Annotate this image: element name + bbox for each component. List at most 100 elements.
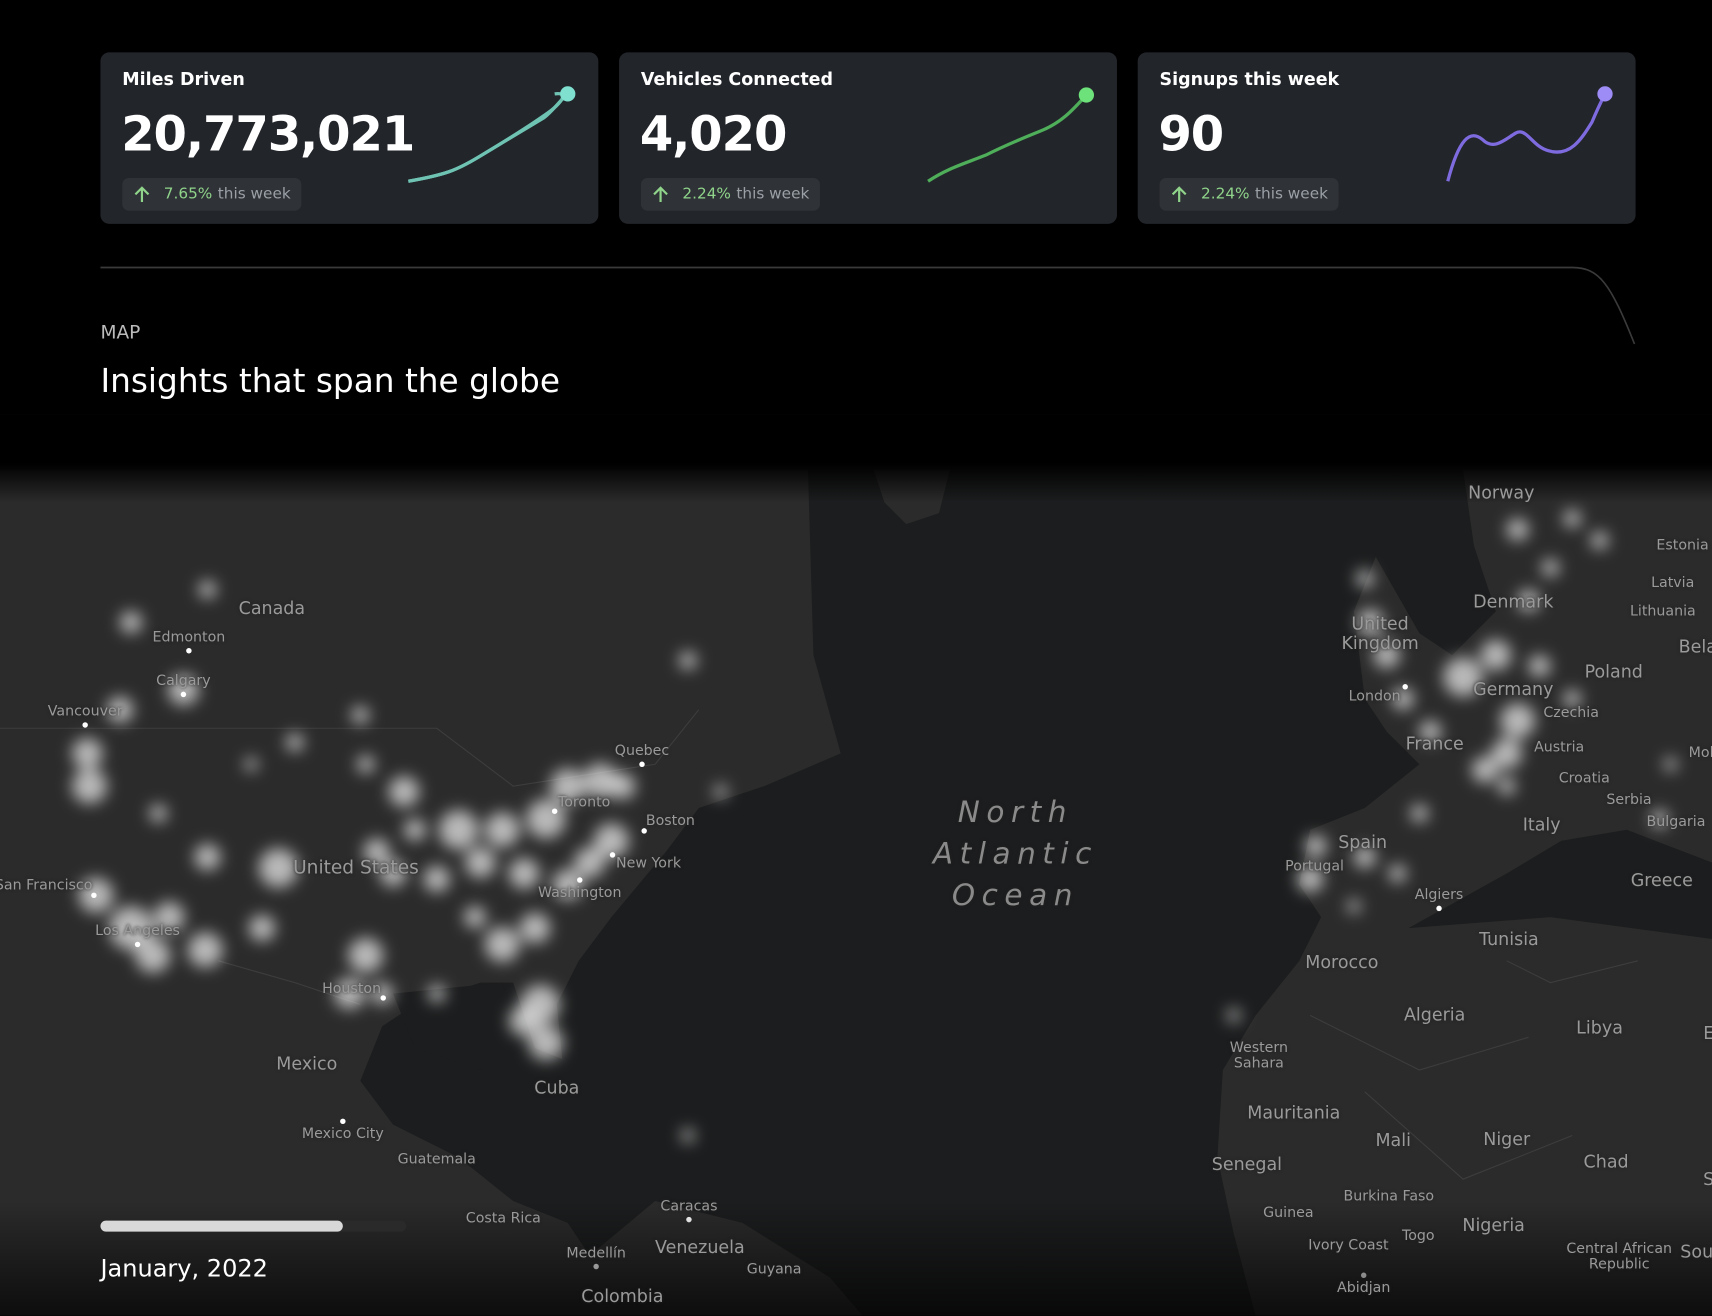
change-pill: 7.65% this week bbox=[122, 177, 302, 211]
activity-glow bbox=[1419, 720, 1442, 743]
map-label: Venezuela bbox=[655, 1236, 745, 1258]
map-label: Bela bbox=[1678, 635, 1712, 657]
change-pill: 2.24% this week bbox=[640, 177, 821, 211]
activity-glow bbox=[371, 982, 394, 1005]
activity-glow bbox=[1392, 687, 1414, 710]
city-dot bbox=[551, 808, 558, 814]
map-label: Ivory Coast bbox=[1308, 1237, 1389, 1254]
progress-fill bbox=[100, 1220, 343, 1232]
borders bbox=[0, 709, 1638, 1180]
up-arrow bbox=[134, 186, 150, 202]
city-dot bbox=[577, 877, 583, 883]
land-north-america bbox=[0, 469, 863, 1316]
timeline-date: January, 2022 bbox=[100, 1255, 268, 1283]
map-label: Boston bbox=[645, 812, 695, 830]
map-label: Vancouver bbox=[47, 703, 123, 721]
map-label: Quebec bbox=[614, 742, 670, 760]
activity-glow bbox=[1373, 642, 1400, 669]
activity-glow bbox=[550, 768, 586, 804]
map-label: Serbia bbox=[1606, 792, 1652, 809]
activity-glow bbox=[484, 926, 520, 962]
activity-glow bbox=[1650, 810, 1669, 828]
card-title: Vehicles Connected bbox=[640, 68, 834, 90]
activity-glow bbox=[1410, 804, 1429, 823]
activity-glow bbox=[1563, 509, 1581, 528]
period: this week bbox=[736, 185, 810, 204]
card-title: Signups this week bbox=[1159, 68, 1340, 90]
card-title: Miles Driven bbox=[122, 68, 245, 90]
activity-glow bbox=[508, 1005, 540, 1037]
activity-glow bbox=[438, 810, 479, 850]
city-dots bbox=[82, 648, 1442, 1278]
activity-glow bbox=[244, 757, 258, 771]
activity-glow bbox=[1563, 690, 1581, 708]
activity-glow bbox=[583, 763, 618, 799]
city-dot bbox=[340, 1118, 346, 1125]
city-dot bbox=[1436, 905, 1442, 912]
map-label: E bbox=[1703, 1023, 1712, 1044]
map-label: Morocco bbox=[1305, 951, 1379, 973]
activity-glow bbox=[593, 823, 629, 859]
map-label: Czechia bbox=[1543, 704, 1599, 722]
city-dot bbox=[186, 648, 192, 654]
activity-glow bbox=[348, 937, 384, 973]
activity-glow bbox=[1663, 757, 1678, 771]
map-label: Canada bbox=[238, 597, 306, 619]
activity-glow bbox=[552, 869, 584, 900]
period: this week bbox=[1255, 185, 1328, 204]
city-dot bbox=[82, 722, 88, 728]
map-label: France bbox=[1405, 733, 1464, 754]
activity-glow bbox=[1498, 777, 1516, 795]
map-label: Guyana bbox=[746, 1261, 802, 1278]
activity-glow bbox=[1491, 738, 1523, 769]
activity-glow bbox=[1590, 531, 1609, 550]
activity-glow bbox=[72, 738, 103, 769]
activity-glow bbox=[388, 776, 420, 807]
section-heading: Insights that span the globe bbox=[100, 362, 560, 401]
map-label: North Atlantic Ocean bbox=[932, 795, 1098, 913]
map-label: Norway bbox=[1468, 482, 1535, 503]
activity-glow bbox=[1388, 864, 1407, 883]
map-label: Mali bbox=[1375, 1129, 1411, 1151]
map-fade-top bbox=[0, 414, 1712, 503]
activity-glow bbox=[403, 818, 426, 841]
activity-glow bbox=[363, 838, 390, 865]
sparkline bbox=[1446, 86, 1613, 182]
map-label: Mol bbox=[1688, 745, 1712, 762]
map-label: Croatia bbox=[1558, 770, 1610, 787]
card-value: 90 bbox=[1158, 107, 1224, 163]
activity-glow bbox=[258, 848, 299, 888]
activity-glow bbox=[194, 843, 221, 871]
city-dot bbox=[380, 995, 386, 1001]
activity-glow bbox=[465, 847, 496, 878]
activity-glow bbox=[519, 912, 551, 944]
sparkline bbox=[408, 86, 576, 183]
map-label: Guatemala bbox=[397, 1151, 476, 1168]
map-label: Toronto bbox=[557, 794, 611, 811]
divider bbox=[100, 266, 1636, 345]
change: 2.24% bbox=[682, 185, 731, 204]
activity-glow bbox=[1471, 756, 1499, 783]
stat-card: Signups this week 90 2.24% this week bbox=[1137, 52, 1636, 224]
map-label: Algeria bbox=[1403, 1003, 1466, 1025]
map-label: Poland bbox=[1584, 661, 1643, 682]
map-label: Togo bbox=[1401, 1227, 1435, 1245]
map-label: Italy bbox=[1522, 813, 1561, 835]
map-label: Lithuania bbox=[1629, 603, 1696, 620]
map-label: Libya bbox=[1576, 1017, 1623, 1038]
activity-glow bbox=[187, 932, 223, 968]
map-label: Niger bbox=[1483, 1128, 1531, 1150]
map-label: Austria bbox=[1534, 739, 1585, 757]
city-dot bbox=[609, 852, 616, 858]
activity-glow bbox=[1297, 865, 1324, 893]
map-label: Cuba bbox=[534, 1077, 580, 1098]
activity-glow bbox=[149, 804, 168, 823]
activity-glow bbox=[714, 785, 728, 799]
map-label: Central African Republic bbox=[1566, 1241, 1673, 1274]
map-label: Burkina Faso bbox=[1343, 1188, 1435, 1205]
map-label: New York bbox=[616, 855, 682, 872]
activity-glow bbox=[1500, 703, 1536, 739]
map-label: Mexico bbox=[276, 1053, 338, 1074]
change: 2.24% bbox=[1201, 185, 1250, 204]
